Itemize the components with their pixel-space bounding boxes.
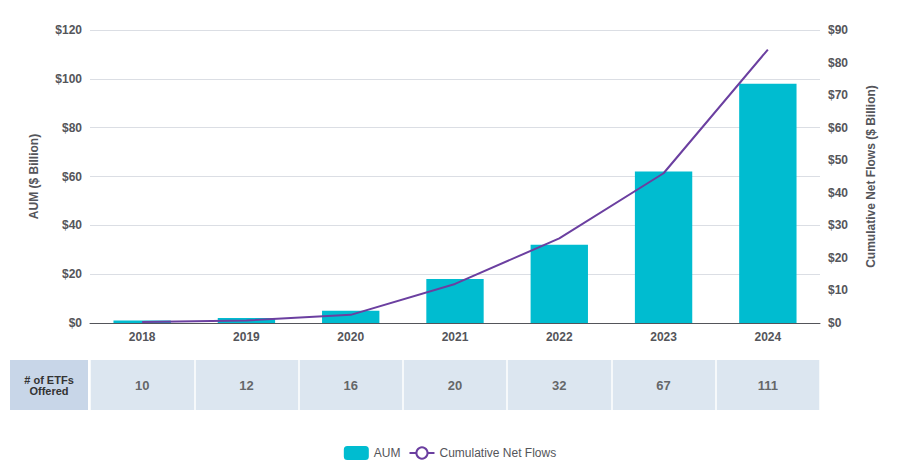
svg-text:Cumulative Net Flows: Cumulative Net Flows bbox=[439, 446, 556, 460]
svg-text:Offered: Offered bbox=[29, 385, 68, 397]
svg-text:$30: $30 bbox=[828, 218, 848, 232]
svg-text:$0: $0 bbox=[69, 316, 83, 330]
svg-text:$120: $120 bbox=[55, 23, 82, 37]
svg-text:$40: $40 bbox=[828, 186, 848, 200]
svg-text:2018: 2018 bbox=[129, 330, 156, 344]
svg-text:2021: 2021 bbox=[442, 330, 469, 344]
svg-text:2019: 2019 bbox=[233, 330, 260, 344]
svg-text:$90: $90 bbox=[828, 23, 848, 37]
svg-text:16: 16 bbox=[343, 378, 357, 393]
svg-text:10: 10 bbox=[135, 378, 149, 393]
svg-text:Cumulative Net Flows ($ Billio: Cumulative Net Flows ($ Billion) bbox=[864, 85, 878, 268]
svg-text:32: 32 bbox=[552, 378, 566, 393]
svg-text:$20: $20 bbox=[828, 251, 848, 265]
svg-text:$40: $40 bbox=[62, 218, 82, 232]
svg-text:$60: $60 bbox=[62, 170, 82, 184]
svg-text:$70: $70 bbox=[828, 88, 848, 102]
svg-text:2020: 2020 bbox=[337, 330, 364, 344]
svg-text:# of ETFs: # of ETFs bbox=[24, 373, 74, 386]
svg-text:20: 20 bbox=[448, 378, 462, 393]
svg-text:$80: $80 bbox=[828, 56, 848, 70]
svg-text:$100: $100 bbox=[55, 72, 82, 86]
svg-text:$80: $80 bbox=[62, 121, 82, 135]
svg-text:2022: 2022 bbox=[546, 330, 573, 344]
svg-text:2023: 2023 bbox=[650, 330, 677, 344]
svg-text:67: 67 bbox=[656, 378, 670, 393]
svg-text:$0: $0 bbox=[828, 316, 842, 330]
svg-text:AUM ($ Billion): AUM ($ Billion) bbox=[27, 134, 41, 219]
svg-text:12: 12 bbox=[239, 378, 253, 393]
svg-text:$20: $20 bbox=[62, 267, 82, 281]
svg-text:111: 111 bbox=[758, 378, 778, 393]
svg-text:AUM: AUM bbox=[374, 446, 401, 460]
svg-text:$60: $60 bbox=[828, 121, 848, 135]
svg-text:$50: $50 bbox=[828, 153, 848, 167]
svg-text:$10: $10 bbox=[828, 283, 848, 297]
svg-text:2024: 2024 bbox=[755, 330, 782, 344]
